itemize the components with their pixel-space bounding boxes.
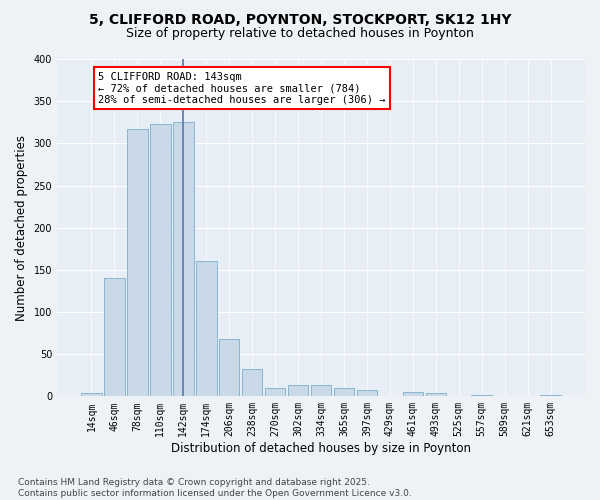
Bar: [127, 129, 148, 396]
Text: 5, CLIFFORD ROAD, POYNTON, STOCKPORT, SK12 1HY: 5, CLIFFORD ROAD, POYNTON, STOCKPORT, SK…: [89, 12, 511, 26]
Text: Contains HM Land Registry data © Crown copyright and database right 2025.
Contai: Contains HM Land Registry data © Crown c…: [18, 478, 412, 498]
Bar: [425, 393, 446, 396]
Bar: [334, 388, 355, 396]
Bar: [242, 368, 262, 396]
Bar: [104, 278, 125, 396]
Bar: [150, 124, 170, 396]
Bar: [311, 384, 331, 396]
Bar: [196, 262, 217, 396]
Bar: [541, 394, 561, 396]
Y-axis label: Number of detached properties: Number of detached properties: [15, 134, 28, 320]
X-axis label: Distribution of detached houses by size in Poynton: Distribution of detached houses by size …: [171, 442, 471, 455]
Bar: [356, 390, 377, 396]
Bar: [403, 392, 423, 396]
Bar: [288, 386, 308, 396]
Text: Size of property relative to detached houses in Poynton: Size of property relative to detached ho…: [126, 28, 474, 40]
Bar: [81, 393, 102, 396]
Text: 5 CLIFFORD ROAD: 143sqm
← 72% of detached houses are smaller (784)
28% of semi-d: 5 CLIFFORD ROAD: 143sqm ← 72% of detache…: [98, 72, 386, 105]
Bar: [265, 388, 286, 396]
Bar: [173, 122, 194, 396]
Bar: [219, 339, 239, 396]
